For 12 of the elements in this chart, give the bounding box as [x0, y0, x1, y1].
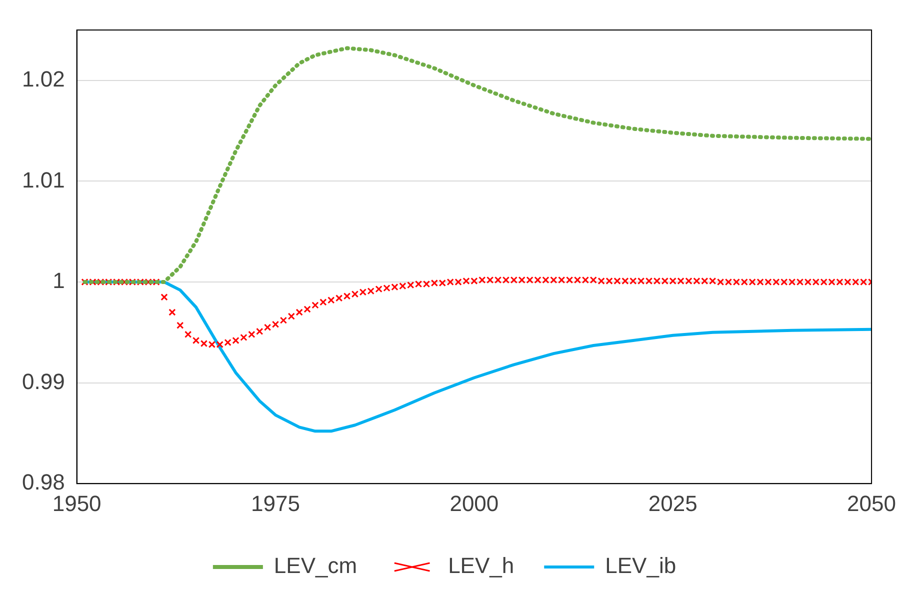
legend-label: LEV_ib [605, 553, 676, 578]
y-tick-label: 1.02 [22, 66, 65, 92]
x-tick-label: 2000 [450, 490, 499, 516]
y-tick-label: 1.01 [22, 167, 65, 192]
legend-label: LEV_cm [274, 553, 358, 578]
x-tick-label: 2050 [847, 490, 896, 516]
line-series [82, 46, 872, 284]
legend-label: LEV_h [448, 553, 514, 578]
x-tick-label: 2025 [648, 490, 698, 516]
y-tick-label: 1 [52, 268, 65, 294]
y-tick-label: 0.99 [22, 368, 65, 394]
x-tick-label: 1975 [251, 490, 300, 516]
